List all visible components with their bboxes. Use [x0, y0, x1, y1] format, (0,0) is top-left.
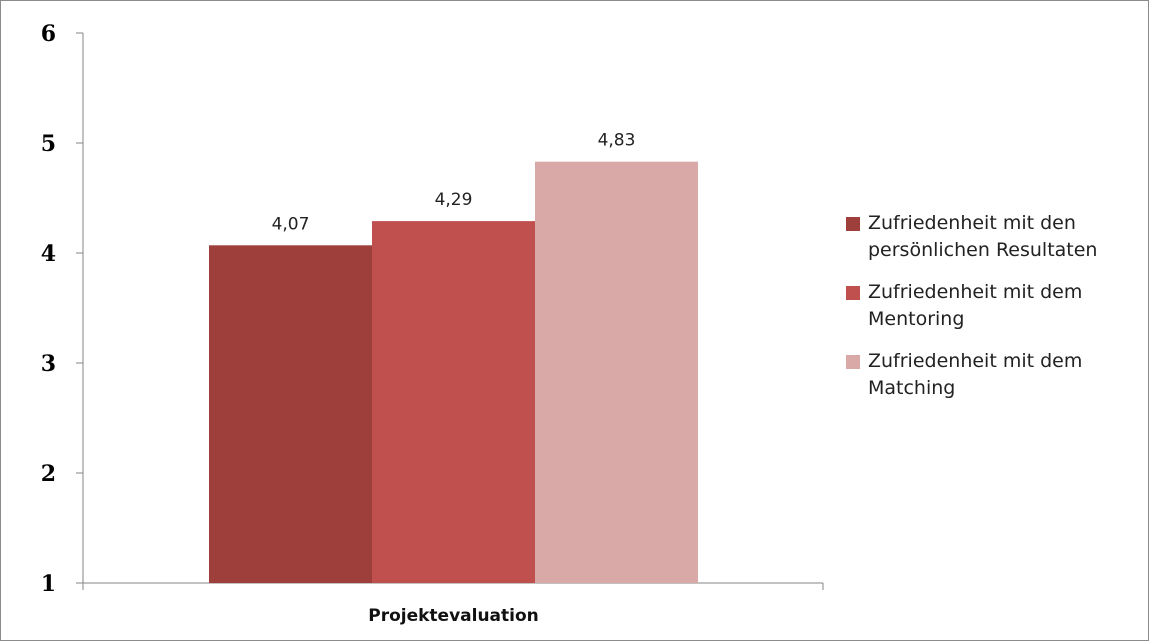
legend-label: Zufriedenheit mit dem Mentoring	[868, 281, 1083, 330]
y-tick-label: 6	[41, 21, 56, 47]
bar	[535, 161, 698, 583]
legend-swatch	[846, 286, 860, 300]
chart-labels: 4,07 4,29 4,83 Projektevaluation	[272, 131, 636, 626]
legend-swatch	[846, 217, 860, 231]
data-label: 4,83	[598, 131, 636, 151]
chart-axes: 1 2 3 4 5 6	[41, 21, 824, 597]
legend-swatch	[846, 355, 860, 369]
legend-label: Zufriedenheit mit dem Matching	[868, 350, 1083, 399]
y-tick-label: 3	[41, 351, 56, 377]
chart-bars	[209, 161, 698, 584]
bar	[372, 221, 535, 583]
y-tick-label: 2	[41, 461, 56, 487]
data-label: 4,29	[435, 190, 473, 210]
data-label: 4,07	[272, 214, 310, 234]
legend-item: Zufriedenheit mit den persönlichen Resul…	[846, 210, 1146, 264]
legend-item: Zufriedenheit mit dem Mentoring	[846, 279, 1146, 333]
legend-item: Zufriedenheit mit dem Matching	[846, 348, 1146, 402]
y-tick-label: 1	[41, 571, 56, 597]
legend-label: Zufriedenheit mit den persönlichen Resul…	[868, 212, 1098, 261]
y-tick-label: 5	[41, 131, 56, 157]
x-category-label: Projektevaluation	[368, 606, 539, 626]
y-tick-label: 4	[41, 241, 56, 267]
bar	[209, 245, 372, 584]
chart-legend: Zufriedenheit mit den persönlichen Resul…	[846, 210, 1146, 417]
